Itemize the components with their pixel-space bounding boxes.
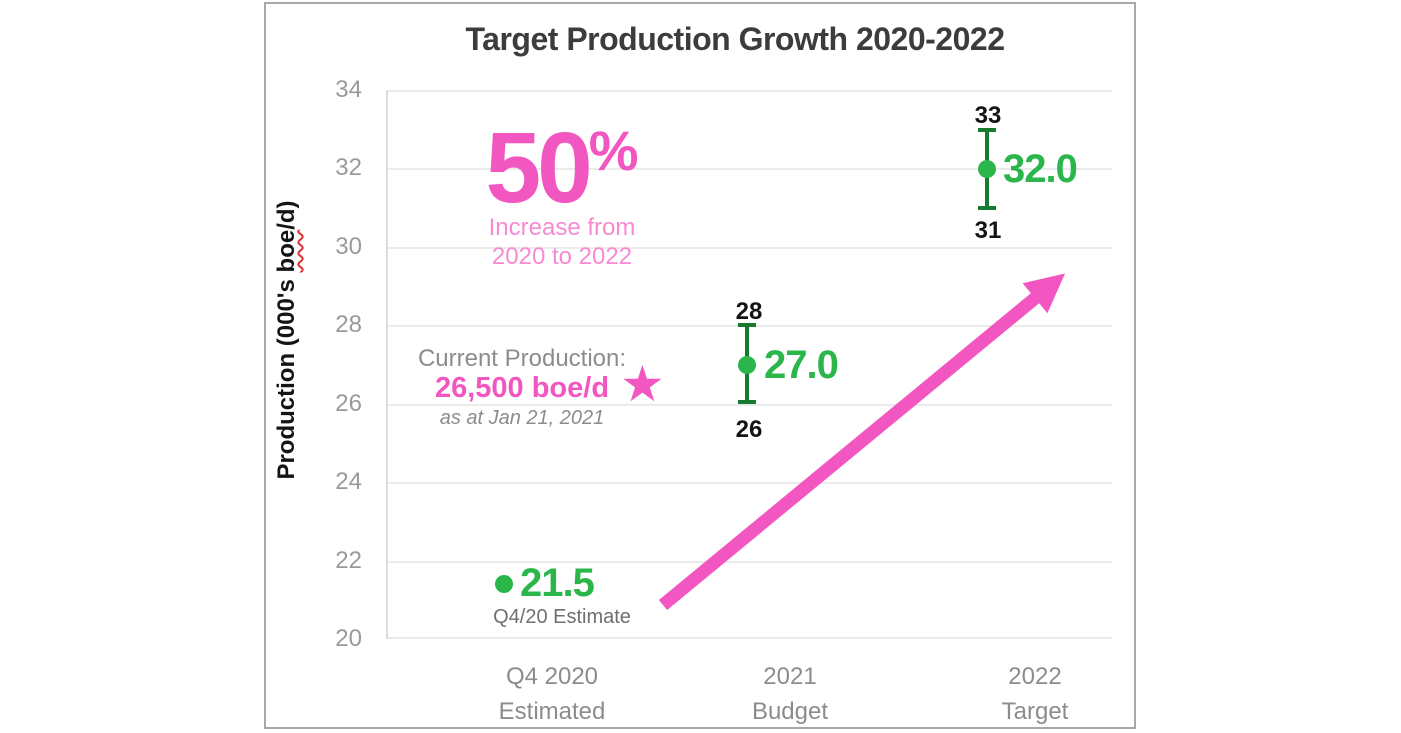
x-label-line2: Estimated xyxy=(498,698,606,725)
value-label-2022: 32.0 xyxy=(1003,147,1078,191)
value-label-q4-2020: 21.5 xyxy=(520,561,595,605)
x-label-line1: 2022 xyxy=(1008,663,1062,690)
y-tick-20: 20 xyxy=(335,625,362,652)
error-high-label-2022: 33 xyxy=(974,102,1002,129)
y-tick-28: 28 xyxy=(335,311,362,338)
y-axis-title: Production (000's boe/d) xyxy=(273,170,303,510)
sublabel-q4-2020: Q4/20 Estimate xyxy=(493,606,631,628)
data-point-2022 xyxy=(978,160,996,178)
y-axis-title-prefix: Production (000's xyxy=(273,272,300,480)
y-axis-title-suffix: /d) xyxy=(273,200,300,230)
growth-percent-number: 50 xyxy=(485,112,592,224)
x-label-line2: Target xyxy=(1001,698,1069,725)
error-low-label-2022: 31 xyxy=(974,217,1002,244)
x-label-line2: Budget xyxy=(751,698,829,725)
growth-caption-line1: Increase from xyxy=(488,214,636,241)
growth-caption-line2: 2020 to 2022 xyxy=(491,243,633,270)
y-tick-22: 22 xyxy=(335,547,362,574)
data-point-q4-2020 xyxy=(495,575,513,593)
chart-frame-border xyxy=(264,2,1136,729)
error-high-label-2021: 28 xyxy=(735,298,763,325)
growth-caption: Increase from 2020 to 2022 xyxy=(412,213,712,271)
y-tick-34: 34 xyxy=(335,76,362,103)
error-bar-2021-top-cap xyxy=(738,323,756,327)
chart-title: Target Production Growth 2020-2022 xyxy=(465,21,1005,57)
gridline-20 xyxy=(388,637,1112,639)
percent-sign: % xyxy=(588,119,639,182)
y-tick-24: 24 xyxy=(335,468,362,495)
error-low-label-2021: 26 xyxy=(735,416,763,443)
current-production-date: as at Jan 21, 2021 xyxy=(439,407,605,429)
gridline-22 xyxy=(388,561,1112,563)
gridline-30 xyxy=(388,247,1112,249)
x-label-2021: 2021 Budget xyxy=(680,659,900,729)
x-label-line1: 2021 xyxy=(763,663,817,690)
y-tick-30: 30 xyxy=(335,233,362,260)
gridline-34 xyxy=(388,90,1112,92)
gridline-32 xyxy=(388,168,1112,170)
y-tick-26: 26 xyxy=(335,390,362,417)
current-production-value: 26,500 boe/d xyxy=(434,372,610,404)
error-bar-2021-bottom-cap xyxy=(738,400,756,404)
x-label-line1: Q4 2020 xyxy=(505,663,599,690)
x-label-q4-2020: Q4 2020 Estimated xyxy=(442,659,662,729)
error-bar-2022-top-cap xyxy=(978,128,996,132)
data-point-2021 xyxy=(738,356,756,374)
star-icon: ★ xyxy=(620,356,665,412)
x-label-2022: 2022 Target xyxy=(925,659,1145,729)
gridline-24 xyxy=(388,482,1112,484)
error-bar-2022-bottom-cap xyxy=(978,206,996,210)
value-label-2021: 27.0 xyxy=(764,343,839,387)
y-tick-32: 32 xyxy=(335,154,362,181)
current-production-label: Current Production: xyxy=(417,345,627,372)
growth-percent-annotation: 50 % xyxy=(412,112,712,224)
